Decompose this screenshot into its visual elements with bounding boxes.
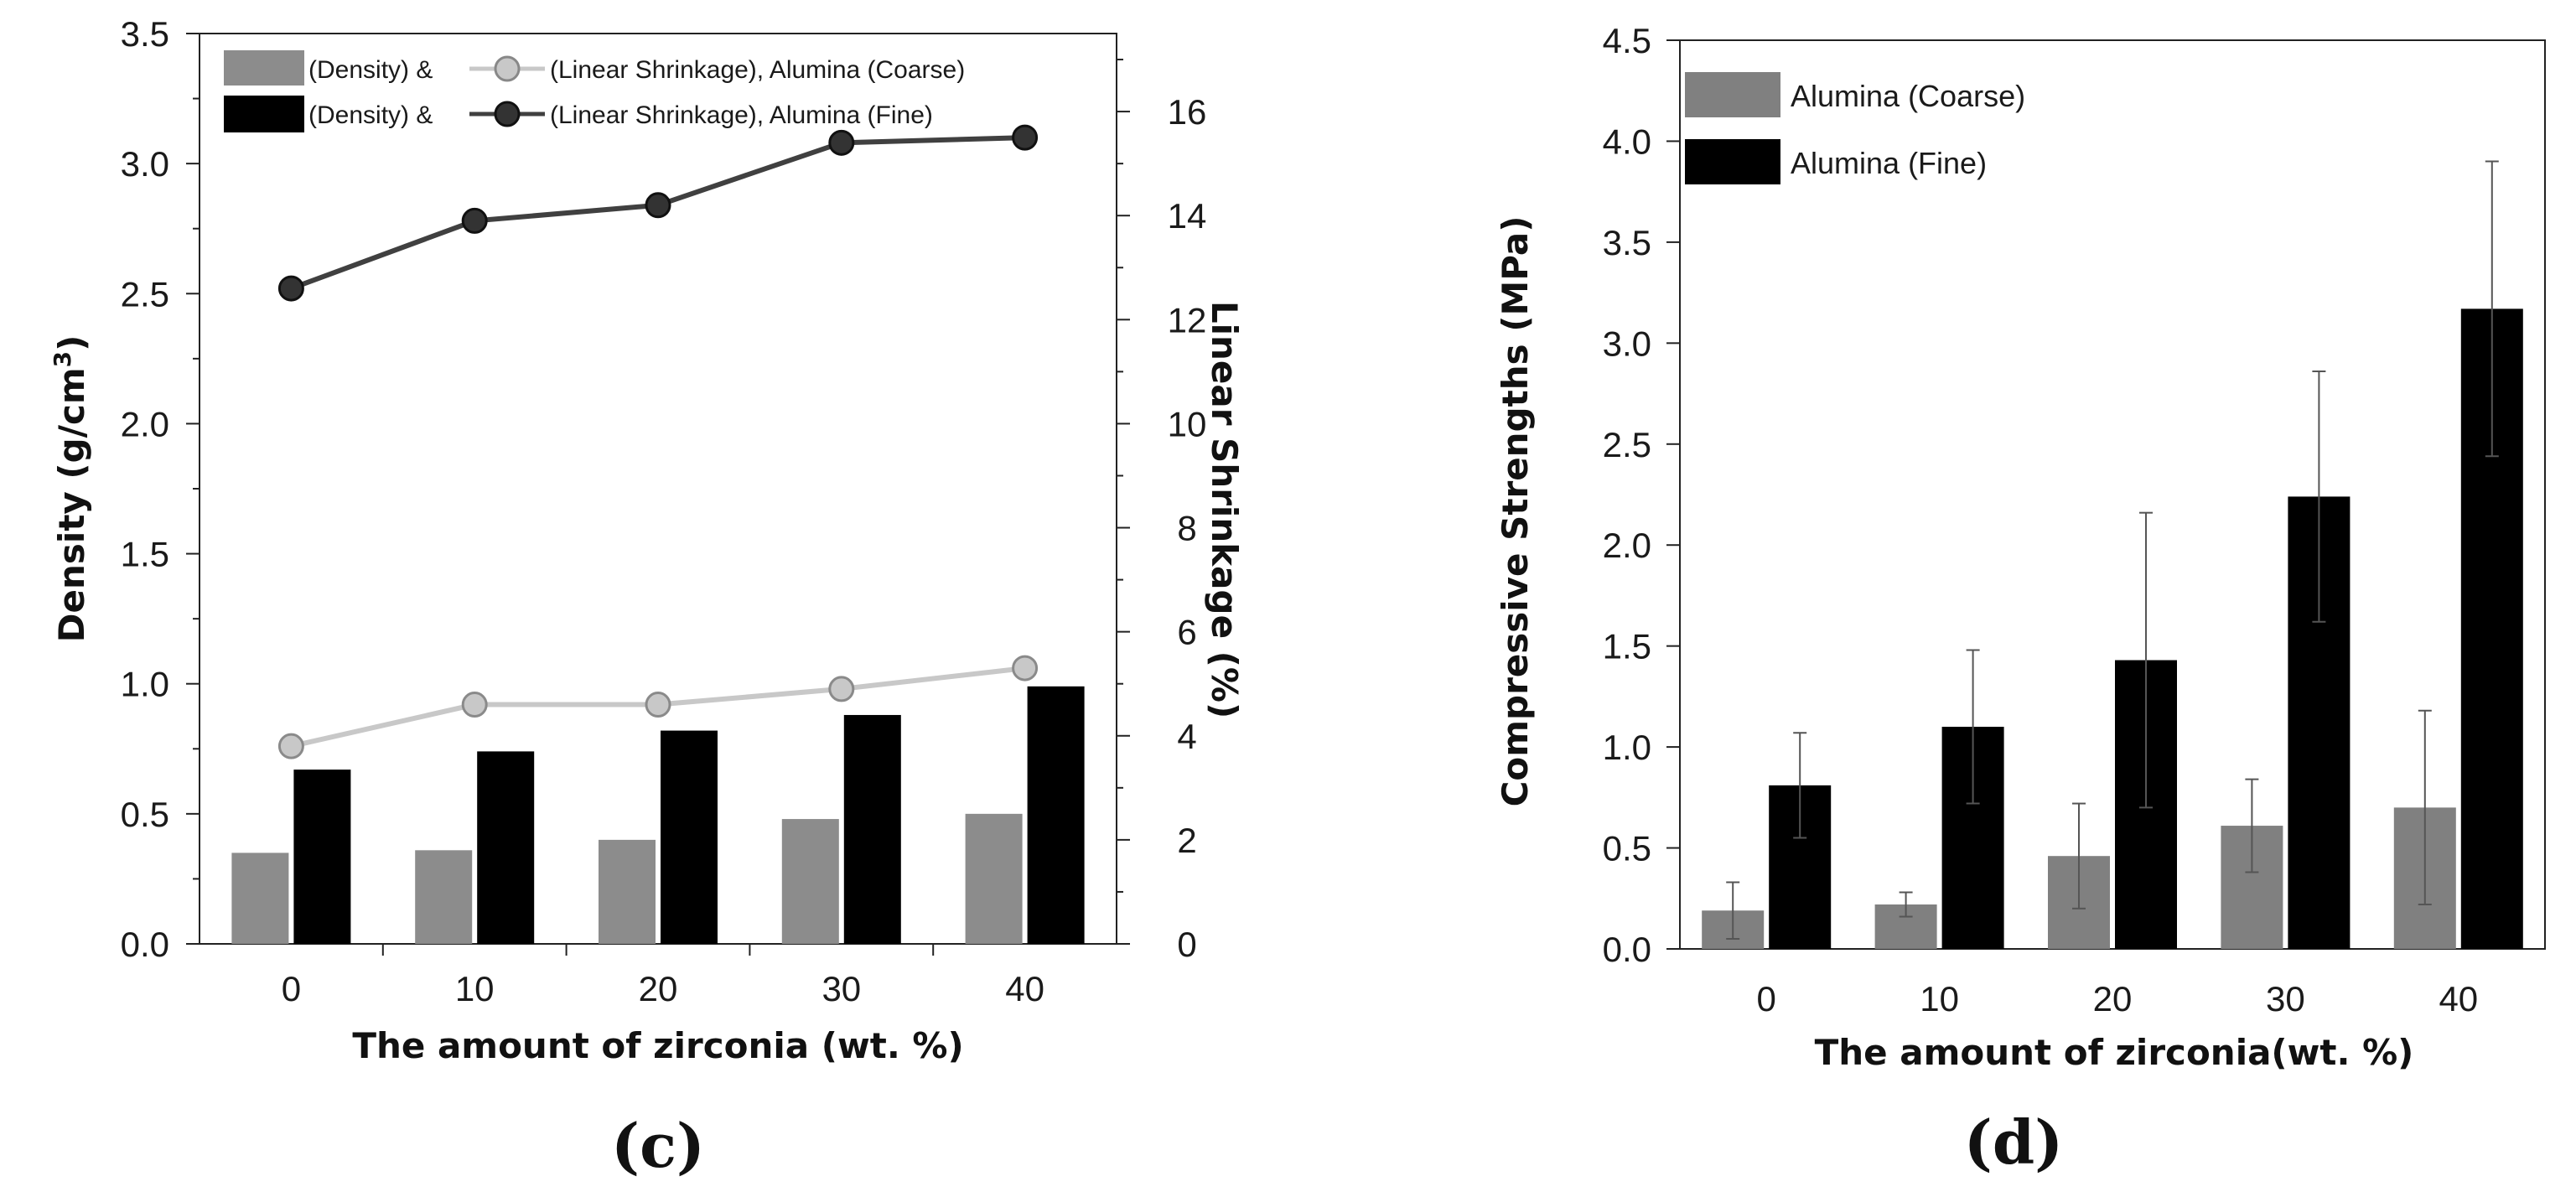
c-ytick-label: 0.0 [121, 925, 169, 964]
c-y2tick-label: 12 [1168, 300, 1207, 339]
c-point-shrinkage-coarse [828, 676, 855, 702]
panel-c-bars [231, 686, 1085, 944]
panel-d-error-bars [1726, 160, 2499, 940]
panel-c-left-axis: 0.0 0.5 1.0 1.5 2.0 2.5 3.0 3.5 [121, 14, 200, 964]
c-bar-density-coarse [965, 813, 1023, 944]
c-y2tick-label: 2 [1177, 821, 1196, 860]
c-bar-density-coarse [599, 839, 656, 944]
c-bar-density-fine [843, 714, 901, 944]
c-bar-density-coarse [781, 819, 839, 944]
c-bar-density-fine [477, 751, 535, 944]
panel-c-x-axis: 0 10 20 30 40 [282, 944, 1044, 1008]
c-point-shrinkage-fine [645, 192, 671, 219]
d-ytick-label: 0.0 [1603, 930, 1651, 969]
panel-c-label: (c) [611, 1110, 705, 1181]
panel-d-plot-frame [1679, 39, 2546, 950]
c-bar-density-coarse [231, 853, 289, 944]
panel-d-bars [1702, 308, 2523, 950]
panel-c-y2-axis-title: Linear Shrinkage (%) [1204, 301, 1245, 718]
panel-d-legend: Alumina (Coarse) Alumina (Fine) [1685, 72, 2025, 184]
c-ytick-label: 2.0 [121, 404, 169, 443]
legend-c-line-label-fine: (Linear Shrinkage), Alumina (Fine) [550, 101, 933, 129]
legend-c-bar-label-fine: (Density) & [308, 101, 433, 129]
c-point-shrinkage-coarse [461, 692, 488, 718]
d-ytick-label: 4.5 [1603, 21, 1651, 60]
panel-c-y-axis-title: Density (g/cm3) [49, 335, 92, 643]
c-xtick-label: 30 [822, 969, 861, 1008]
c-point-shrinkage-fine [277, 275, 304, 302]
c-y2tick-label: 4 [1177, 717, 1196, 756]
c-xtick-label: 40 [1005, 969, 1044, 1008]
d-ytick-label: 1.5 [1603, 627, 1651, 666]
legend-c-line-label-coarse: (Linear Shrinkage), Alumina (Coarse) [550, 56, 965, 84]
d-ytick-label: 2.5 [1603, 425, 1651, 464]
c-xtick-label: 10 [455, 969, 495, 1008]
c-ytick-label: 1.0 [121, 665, 169, 704]
legend-d-swatch-coarse [1685, 72, 1780, 117]
legend-c-bar-label-coarse: (Density) & [308, 56, 433, 84]
panel-d-label: (d) [1964, 1106, 2063, 1178]
c-y2tick-label: 6 [1177, 613, 1196, 652]
panel-d-y-axis-title: Compressive Strengths (MPa) [1495, 216, 1536, 807]
c-y2tick-label: 16 [1168, 92, 1207, 132]
d-xtick-label: 10 [1920, 979, 1959, 1018]
legend-d-label-coarse: Alumina (Coarse) [1791, 79, 2025, 113]
c-xtick-label: 20 [639, 969, 678, 1008]
c-y2tick-label: 0 [1177, 925, 1196, 964]
legend-c-swatch-coarse-bar [224, 50, 304, 86]
d-ytick-label: 0.5 [1603, 829, 1651, 868]
panel-c-legend: (Density) & (Linear Shrinkage), Alumina … [224, 50, 965, 132]
c-ytick-label: 3.5 [121, 14, 169, 54]
panel-d-left-axis: 0.0 0.5 1.0 1.5 2.0 2.5 3.0 3.5 4.0 4.5 [1603, 21, 1680, 969]
c-point-shrinkage-coarse [1012, 655, 1039, 682]
panel-d-x-axis: 0 10 20 30 40 [1757, 979, 2479, 1018]
d-xtick-label: 0 [1757, 979, 1776, 1018]
c-bar-density-fine [1027, 686, 1085, 944]
legend-c-marker-coarse [494, 55, 521, 82]
d-xtick-label: 40 [2439, 979, 2478, 1018]
legend-d-label-fine: Alumina (Fine) [1791, 146, 1987, 180]
panel-c-chart: 0.0 0.5 1.0 1.5 2.0 2.5 3.0 3.5 0 2 4 6 8 10 12 14 16 0… [49, 14, 1245, 1181]
c-ytick-label: 3.0 [121, 144, 169, 184]
c-ytick-label: 0.5 [121, 795, 169, 834]
panel-c-y-axis-title-close: ) [51, 335, 92, 351]
c-bar-density-fine [293, 770, 351, 944]
panel-c-x-axis-title: The amount of zirconia (wt. %) [352, 1025, 963, 1066]
c-point-shrinkage-coarse [277, 733, 304, 759]
c-point-shrinkage-fine [1012, 124, 1039, 151]
legend-c-swatch-fine-bar [224, 96, 304, 132]
c-bar-density-coarse [415, 850, 473, 944]
d-ytick-label: 1.0 [1603, 728, 1651, 767]
c-y2tick-label: 14 [1168, 196, 1207, 236]
d-xtick-label: 30 [2266, 979, 2305, 1018]
d-xtick-label: 20 [2093, 979, 2133, 1018]
panel-d-chart: 0.0 0.5 1.0 1.5 2.0 2.5 3.0 3.5 4.0 4.5 0 10 20 30 40… [1495, 21, 2546, 1178]
c-point-shrinkage-fine [461, 207, 488, 234]
c-y2tick-label: 10 [1168, 404, 1207, 443]
c-y2tick-label: 8 [1177, 509, 1196, 548]
c-point-shrinkage-fine [828, 129, 855, 156]
legend-c-marker-fine [494, 101, 521, 127]
panel-c-y-axis-title-sup: 3 [49, 351, 76, 367]
c-ytick-label: 1.5 [121, 535, 169, 574]
c-xtick-label: 0 [282, 969, 301, 1008]
d-ytick-label: 3.5 [1603, 223, 1651, 262]
d-ytick-label: 4.0 [1603, 122, 1651, 161]
c-bar-density-fine [661, 730, 718, 944]
c-ytick-label: 2.5 [121, 274, 169, 314]
c-point-shrinkage-coarse [645, 692, 671, 718]
panel-c-lines [277, 124, 1039, 759]
legend-d-swatch-fine [1685, 139, 1780, 184]
panel-c-right-axis: 0 2 4 6 8 10 12 14 16 [1117, 59, 1207, 964]
d-ytick-label: 3.0 [1603, 324, 1651, 363]
panel-d-x-axis-title: The amount of zirconia(wt. %) [1815, 1032, 2414, 1073]
d-ytick-label: 2.0 [1603, 526, 1651, 565]
